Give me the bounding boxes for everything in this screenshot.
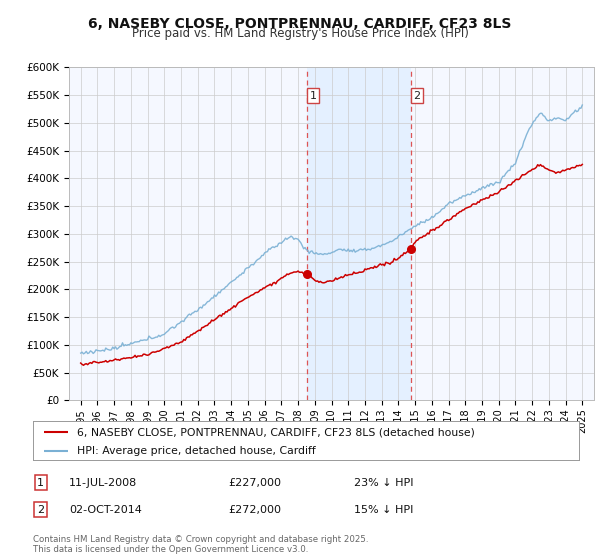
Text: 2: 2 xyxy=(413,91,421,101)
Text: Price paid vs. HM Land Registry's House Price Index (HPI): Price paid vs. HM Land Registry's House … xyxy=(131,27,469,40)
Text: 1: 1 xyxy=(310,91,316,101)
Text: 6, NASEBY CLOSE, PONTPRENNAU, CARDIFF, CF23 8LS: 6, NASEBY CLOSE, PONTPRENNAU, CARDIFF, C… xyxy=(88,17,512,31)
Text: 2: 2 xyxy=(37,505,44,515)
Bar xyxy=(307,67,411,400)
Text: 15% ↓ HPI: 15% ↓ HPI xyxy=(354,505,413,515)
Text: £227,000: £227,000 xyxy=(228,478,281,488)
Text: 6, NASEBY CLOSE, PONTPRENNAU, CARDIFF, CF23 8LS (detached house): 6, NASEBY CLOSE, PONTPRENNAU, CARDIFF, C… xyxy=(77,427,475,437)
Text: 11-JUL-2008: 11-JUL-2008 xyxy=(69,478,137,488)
Text: £272,000: £272,000 xyxy=(228,505,281,515)
Text: 23% ↓ HPI: 23% ↓ HPI xyxy=(354,478,413,488)
Text: 02-OCT-2014: 02-OCT-2014 xyxy=(69,505,142,515)
Text: HPI: Average price, detached house, Cardiff: HPI: Average price, detached house, Card… xyxy=(77,446,316,455)
Text: Contains HM Land Registry data © Crown copyright and database right 2025.
This d: Contains HM Land Registry data © Crown c… xyxy=(33,535,368,554)
Text: 1: 1 xyxy=(37,478,44,488)
